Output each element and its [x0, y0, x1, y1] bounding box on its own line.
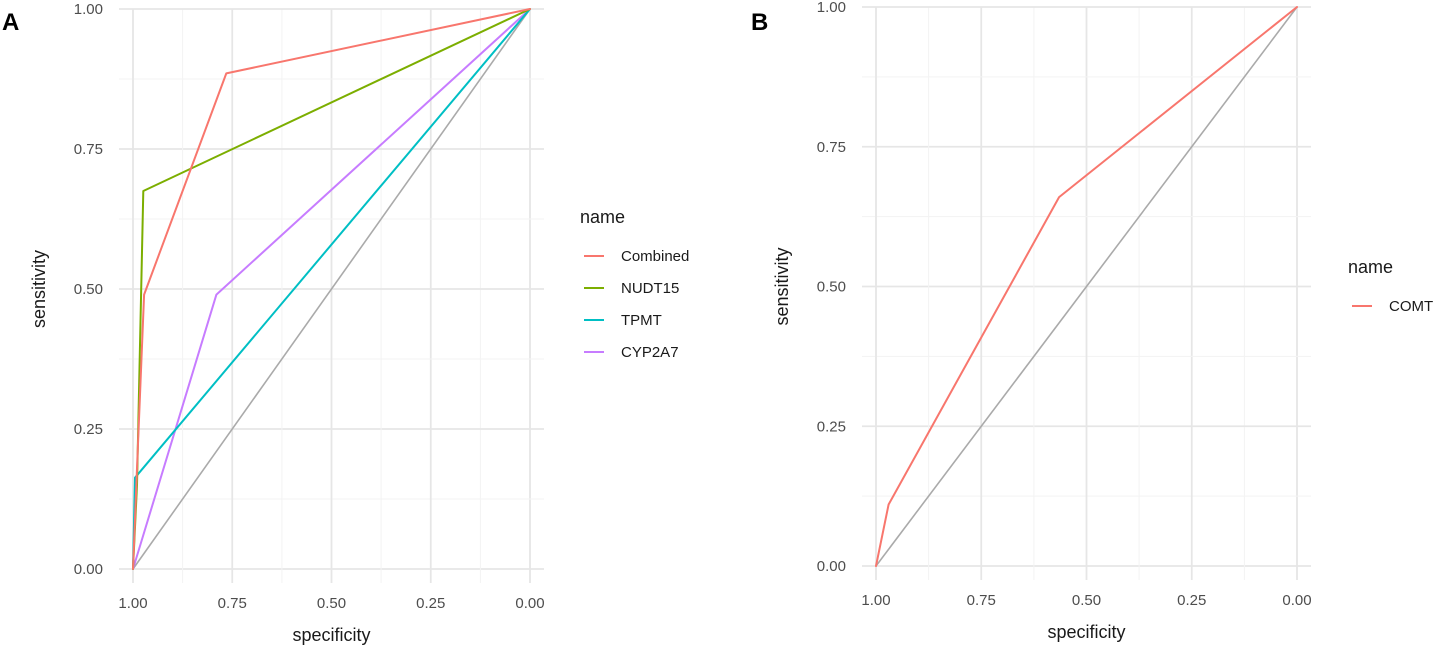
panel-b-xtick-0.25: 0.25 — [1177, 592, 1206, 609]
panel-a-ytick-0.50: 0.50 — [74, 281, 103, 298]
panel-b-legend: name COMT — [1348, 257, 1433, 315]
panel-a-ytick-0.75: 0.75 — [74, 141, 103, 158]
panel-b-diagonal-line — [875, 6, 1298, 567]
panel-a-ytick-1.00: 1.00 — [74, 1, 103, 18]
panel-b-ytick-0.50: 0.50 — [817, 279, 846, 296]
panel-a-x-ticks: 1.00 0.75 0.50 0.25 0.00 — [118, 595, 544, 612]
legend-item-nudt15: NUDT15 — [584, 280, 679, 297]
panel-b-xtick-0.00: 0.00 — [1282, 592, 1311, 609]
panel-b-ytick-0.75: 0.75 — [817, 139, 846, 156]
panel-b-legend-title: name — [1348, 257, 1393, 277]
panel-b-ytick-1.00: 1.00 — [817, 0, 846, 16]
panel-b-y-ticks: 0.00 0.25 0.50 0.75 1.00 — [817, 0, 846, 575]
legend-label-nudt15: NUDT15 — [621, 280, 679, 297]
panel-a-xtick-0.25: 0.25 — [416, 595, 445, 612]
legend-label-tpmt: TPMT — [621, 312, 662, 329]
legend-label-cyp2a7: CYP2A7 — [621, 344, 679, 361]
panel-a-y-ticks: 0.00 0.25 0.50 0.75 1.00 — [74, 1, 103, 578]
panel-b-ytick-0.00: 0.00 — [817, 558, 846, 575]
panel-b-x-axis-title: specificity — [1047, 622, 1125, 642]
panel-a-xtick-0.50: 0.50 — [317, 595, 346, 612]
panel-a: A 1.00 0.75 0.50 0.25 0.00 0.00 0.25 0.5… — [2, 1, 689, 645]
panel-a-y-axis-title: sensitivity — [29, 250, 49, 328]
panel-a-legend: name Combined NUDT15 TPMT CYP2A7 — [580, 207, 689, 361]
panel-a-tag: A — [2, 9, 19, 36]
panel-a-xtick-0.75: 0.75 — [218, 595, 247, 612]
panel-b-xtick-1.00: 1.00 — [861, 592, 890, 609]
legend-item-tpmt: TPMT — [584, 312, 662, 329]
panel-b-tag: B — [751, 9, 768, 36]
panel-a-ytick-0.25: 0.25 — [74, 421, 103, 438]
panel-b-x-ticks: 1.00 0.75 0.50 0.25 0.00 — [861, 592, 1311, 609]
panel-b-series — [875, 6, 1298, 567]
panel-a-reference-line — [132, 8, 531, 570]
legend-label-combined: Combined — [621, 248, 689, 265]
panel-a-x-axis-title: specificity — [292, 625, 370, 645]
panel-b: B 1.00 0.75 0.50 0.25 0.00 0.00 0.25 0.5… — [751, 0, 1433, 642]
panel-a-legend-title: name — [580, 207, 625, 227]
panel-b-reference-line — [875, 6, 1298, 567]
panel-a-series — [132, 8, 531, 570]
panel-b-ytick-0.25: 0.25 — [817, 418, 846, 435]
legend-item-combined: Combined — [584, 248, 689, 265]
panel-b-xtick-0.50: 0.50 — [1072, 592, 1101, 609]
series-line-comt — [875, 6, 1298, 567]
legend-item-cyp2a7: CYP2A7 — [584, 344, 679, 361]
legend-label-comt: COMT — [1389, 298, 1433, 315]
panel-a-diagonal-line — [132, 8, 531, 570]
panel-a-gridlines — [119, 8, 544, 583]
series-line-cyp2a7 — [132, 8, 531, 570]
panel-b-y-axis-title: sensitivity — [772, 247, 792, 325]
panel-a-xtick-1.00: 1.00 — [118, 595, 147, 612]
panel-a-xtick-0.00: 0.00 — [515, 595, 544, 612]
panel-a-ytick-0.00: 0.00 — [74, 561, 103, 578]
legend-item-comt: COMT — [1352, 298, 1433, 315]
series-line-combined — [132, 8, 531, 570]
panel-b-xtick-0.75: 0.75 — [967, 592, 996, 609]
